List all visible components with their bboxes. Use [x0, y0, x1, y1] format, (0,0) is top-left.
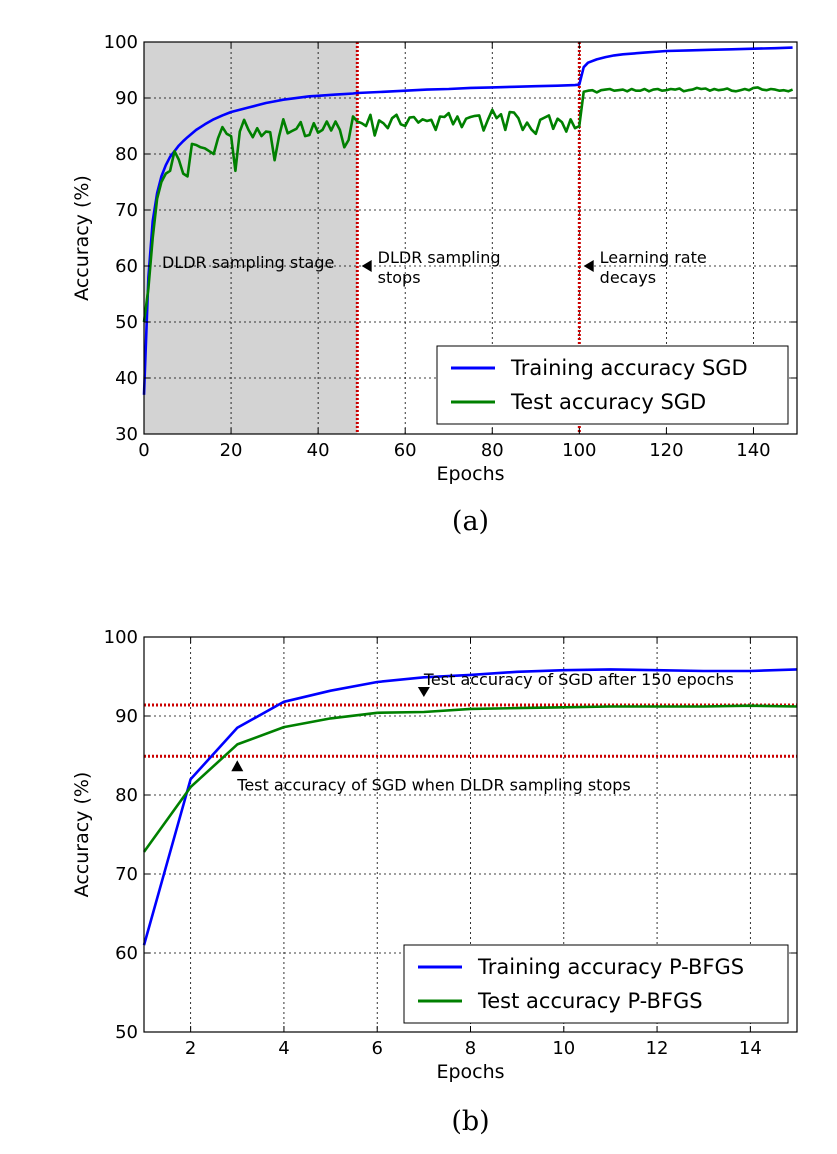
annotation-text: stops	[378, 268, 421, 287]
x-tick-label: 120	[649, 440, 683, 461]
y-tick-label: 100	[104, 627, 138, 648]
y-tick-label: 60	[115, 256, 138, 277]
series-line-training	[142, 46, 793, 395]
x-ticks-a: 0 20 40 60 80 100 120 140	[138, 42, 771, 461]
x-tick-label: 20	[220, 440, 243, 461]
panel-label-b: (b)	[451, 1106, 489, 1137]
annotation-text: Test accuracy of SGD after 150 epochs	[423, 670, 734, 689]
x-ticks-b: 2 4 6 8 10 12 14	[185, 637, 762, 1059]
legend-entry: Training accuracy P-BFGS	[477, 955, 744, 979]
y-tick-label: 80	[115, 785, 138, 806]
series-group-b	[142, 668, 798, 946]
legend-box	[403, 944, 789, 1024]
reference-lines-b	[144, 703, 797, 758]
chart-panel-b: 2 4 6 8 10 12 14 50 60 70 80 90 100 Test accuracy o…	[71, 627, 798, 1137]
x-tick-label: 40	[307, 440, 330, 461]
series-group-a	[142, 46, 794, 395]
annotation-text: DLDR sampling	[378, 248, 501, 267]
y-tick-label: 90	[115, 88, 138, 109]
legend-box	[436, 345, 789, 425]
y-tick-label: 50	[115, 312, 138, 333]
x-tick-label: 140	[736, 440, 770, 461]
y-tick-label: 70	[115, 864, 138, 885]
annotation-arrow	[361, 260, 372, 272]
y-tick-label: 80	[115, 144, 138, 165]
legend-entry: Test accuracy P-BFGS	[477, 989, 703, 1013]
y-tick-label: 30	[115, 424, 138, 445]
series-line-test	[142, 704, 798, 853]
x-tick-label: 6	[371, 1038, 382, 1059]
x-tick-label: 100	[562, 440, 596, 461]
y-tick-label: 90	[115, 706, 138, 727]
x-tick-label: 12	[646, 1038, 669, 1059]
panel-label-a: (a)	[452, 506, 489, 537]
annotation-arrow	[231, 760, 244, 772]
y-ticks-b: 50 60 70 80 90 100	[104, 627, 797, 1043]
y-tick-label: 100	[104, 32, 138, 53]
x-tick-label: 80	[481, 440, 504, 461]
y-axis-label-a: Accuracy (%)	[71, 175, 93, 301]
plot-frame-a	[143, 41, 798, 435]
y-tick-label: 50	[115, 1022, 138, 1043]
y-tick-label: 40	[115, 368, 138, 389]
y-axis-label-b: Accuracy (%)	[71, 772, 93, 898]
series-line-training	[142, 668, 798, 946]
series-line-test	[142, 86, 794, 323]
annotation-text: Test accuracy of SGD when DLDR sampling …	[236, 775, 630, 794]
annotation-arrow	[417, 686, 430, 697]
x-tick-label: 8	[465, 1038, 476, 1059]
annotation-text: decays	[600, 268, 656, 287]
y-ticks-a: 30 40 50 60 70 80 90 100	[104, 32, 797, 445]
sampling-stage-shade	[144, 42, 358, 434]
x-tick-label: 2	[185, 1038, 196, 1059]
x-tick-label: 0	[138, 440, 149, 461]
x-tick-label: 14	[739, 1038, 762, 1059]
legend-b: Training accuracy P-BFGS Test accuracy P-…	[403, 944, 789, 1024]
legend-entry: Test accuracy SGD	[510, 390, 706, 414]
reference-lines-a	[355, 42, 581, 434]
x-tick-label: 4	[278, 1038, 289, 1059]
annotations-b: Test accuracy of SGD after 150 epochs Tes…	[231, 670, 734, 794]
chart-panel-a: 0 20 40 60 80 100 120 140 30 40 50 60 70 80 90 100 DLD…	[71, 32, 798, 537]
legend-entry: Training accuracy SGD	[510, 356, 748, 380]
y-tick-label: 60	[115, 943, 138, 964]
x-axis-label-a: Epochs	[436, 463, 504, 485]
x-tick-label: 60	[394, 440, 417, 461]
x-tick-label: 10	[552, 1038, 575, 1059]
y-tick-label: 70	[115, 200, 138, 221]
annotation-text: Learning rate	[600, 248, 707, 267]
x-axis-label-b: Epochs	[436, 1061, 504, 1083]
legend-a: Training accuracy SGD Test accuracy SGD	[436, 345, 789, 425]
sampling-stage-label: DLDR sampling stage	[162, 253, 334, 272]
annotation-arrow	[583, 260, 594, 272]
